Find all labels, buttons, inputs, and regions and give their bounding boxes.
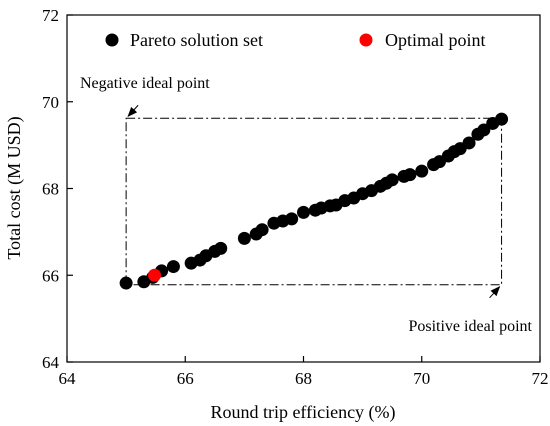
pareto-point	[403, 168, 417, 182]
y-tick-label: 66	[42, 266, 59, 285]
pareto-point	[214, 241, 228, 255]
pareto-point	[166, 260, 180, 274]
optimal-point	[148, 268, 162, 282]
legend-label-pareto: Pareto solution set	[130, 30, 263, 50]
y-tick-label: 70	[42, 93, 59, 112]
legend-marker-pareto	[105, 33, 119, 47]
x-axis-label: Round trip efficiency (%)	[210, 402, 395, 423]
positive-ideal-arrow	[489, 286, 501, 299]
pareto-point	[255, 223, 269, 237]
x-tick-label: 70	[413, 369, 430, 388]
pareto-point	[385, 173, 399, 187]
pareto-point	[495, 112, 509, 126]
positive-ideal-label: Positive ideal point	[408, 318, 532, 335]
reference-box	[125, 117, 503, 286]
annotations: Negative ideal point Positive ideal point	[80, 75, 533, 335]
pareto-point	[415, 164, 429, 178]
y-tick-label: 64	[42, 353, 60, 372]
legend: Pareto solution set Optimal point	[105, 30, 486, 50]
legend-label-optimal: Optimal point	[385, 30, 486, 50]
pareto-point	[462, 136, 476, 150]
negative-ideal-arrow	[127, 104, 139, 117]
axis-ticks: 64 66 68 70 72 64 66 68 70 72	[42, 6, 549, 388]
pareto-point	[119, 276, 133, 290]
x-tick-label: 64	[59, 369, 77, 388]
x-tick-label: 66	[177, 369, 194, 388]
pareto-point	[285, 212, 299, 226]
y-tick-label: 68	[42, 180, 59, 199]
negative-ideal-label: Negative ideal point	[80, 75, 210, 92]
pareto-point	[237, 231, 251, 245]
legend-marker-optimal	[359, 33, 373, 47]
data-points	[119, 112, 509, 290]
y-axis-label: Total cost (M USD)	[4, 116, 25, 259]
x-tick-label: 72	[532, 369, 549, 388]
y-tick-label: 72	[42, 6, 59, 25]
x-tick-label: 68	[295, 369, 312, 388]
plot-frame	[66, 14, 541, 363]
pareto-point	[297, 205, 310, 219]
ideal-point-box	[125, 117, 503, 286]
